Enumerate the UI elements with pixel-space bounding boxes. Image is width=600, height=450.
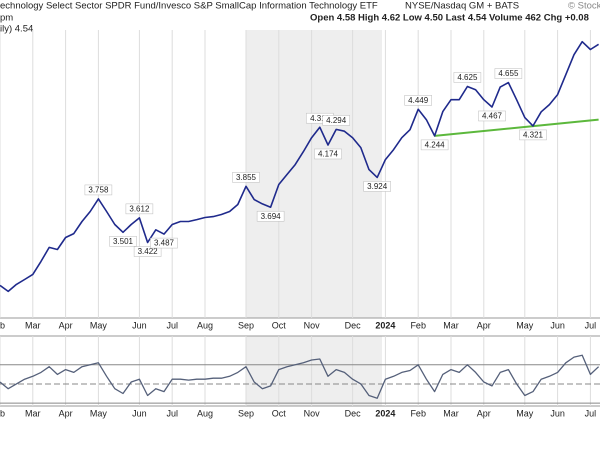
x-tick-label: b (0, 408, 5, 418)
x-tick-label: May (516, 408, 534, 418)
data-label: 4.321 (523, 131, 544, 140)
legend-note: ily) 4.54 (0, 24, 33, 35)
data-label: 3.501 (113, 237, 134, 246)
x-tick-label: Apr (59, 408, 73, 418)
price-line (0, 40, 600, 293)
shaded-band (246, 30, 382, 318)
x-tick-label: Aug (197, 408, 213, 418)
x-tick-label: Sep (238, 320, 254, 330)
x-tick-label: 2024 (375, 320, 395, 330)
data-label: 4.449 (408, 96, 429, 105)
x-tick-label: Jun (550, 408, 565, 418)
data-label-box (363, 181, 391, 192)
time-note: pm (0, 13, 13, 24)
x-tick-label: Jun (550, 320, 565, 330)
data-label: 4.467 (482, 112, 503, 121)
data-label: 3.758 (88, 186, 109, 195)
x-tick-label: May (516, 320, 534, 330)
data-label-box (420, 139, 449, 151)
data-label-box (109, 236, 137, 247)
data-label-box (519, 129, 547, 141)
x-tick-label: Oct (272, 408, 287, 418)
data-label-box (494, 68, 523, 79)
x-tick-label: Jul (585, 320, 597, 330)
x-tick-label: Jul (166, 408, 178, 418)
x-tick-label: Jun (132, 320, 147, 330)
data-label: 3.694 (261, 212, 282, 221)
data-label-box (150, 237, 178, 249)
data-label-box (256, 210, 285, 222)
data-label: 4.294 (326, 116, 347, 125)
x-tick-label: Apr (59, 320, 73, 330)
data-label: 4.244 (425, 141, 446, 150)
data-label-box (125, 203, 154, 215)
x-tick-label: Oct (272, 320, 287, 330)
x-tick-label: Apr (477, 408, 491, 418)
x-tick-label: Nov (304, 408, 321, 418)
exchange: NYSE/Nasdaq GM + BATS (405, 1, 519, 12)
x-tick-label: Dec (345, 320, 362, 330)
data-label: 3.612 (129, 204, 150, 213)
data-label: 3.924 (367, 182, 388, 191)
x-tick-label: 2024 (375, 408, 395, 418)
data-label: 4.655 (498, 69, 519, 78)
data-label-box (232, 172, 260, 183)
source: © StockCharts.com (568, 1, 600, 12)
data-label-box (314, 148, 342, 160)
x-tick-label: Mar (443, 320, 459, 330)
data-label-box (322, 115, 350, 126)
data-label: 4.625 (457, 73, 478, 82)
x-tick-label: May (90, 320, 108, 330)
x-tick-label: Apr (477, 320, 491, 330)
x-tick-label: Jul (166, 320, 178, 330)
data-label: 4.311 (310, 114, 330, 123)
x-tick-label: Feb (410, 320, 426, 330)
data-label: 4.174 (318, 150, 339, 159)
data-label: 3.487 (154, 239, 175, 248)
data-label-box (478, 110, 506, 122)
data-label-box (453, 72, 482, 83)
x-tick-label: May (90, 408, 108, 418)
data-label: 3.855 (236, 173, 257, 182)
x-tick-label: Mar (443, 408, 459, 418)
shaded-band (246, 336, 382, 406)
x-tick-label: b (0, 320, 5, 330)
x-tick-label: Feb (410, 408, 426, 418)
x-tick-label: Jul (585, 408, 597, 418)
data-label-box (404, 95, 432, 106)
trendline (434, 118, 599, 137)
x-tick-label: Jun (132, 408, 147, 418)
indicator-line (0, 354, 600, 399)
x-tick-label: Dec (345, 408, 362, 418)
quote: Open 4.58 High 4.62 Low 4.50 Last 4.54 V… (310, 13, 589, 24)
data-label: 3.422 (138, 247, 159, 256)
x-tick-label: Aug (197, 320, 213, 330)
data-label-box (84, 184, 113, 196)
data-label-box (133, 246, 162, 257)
x-tick-label: Mar (25, 320, 41, 330)
chart-title: echnology Select Sector SPDR Fund/Invesc… (0, 1, 378, 12)
x-tick-label: Sep (238, 408, 254, 418)
x-tick-label: Nov (304, 320, 321, 330)
x-tick-label: Mar (25, 408, 41, 418)
